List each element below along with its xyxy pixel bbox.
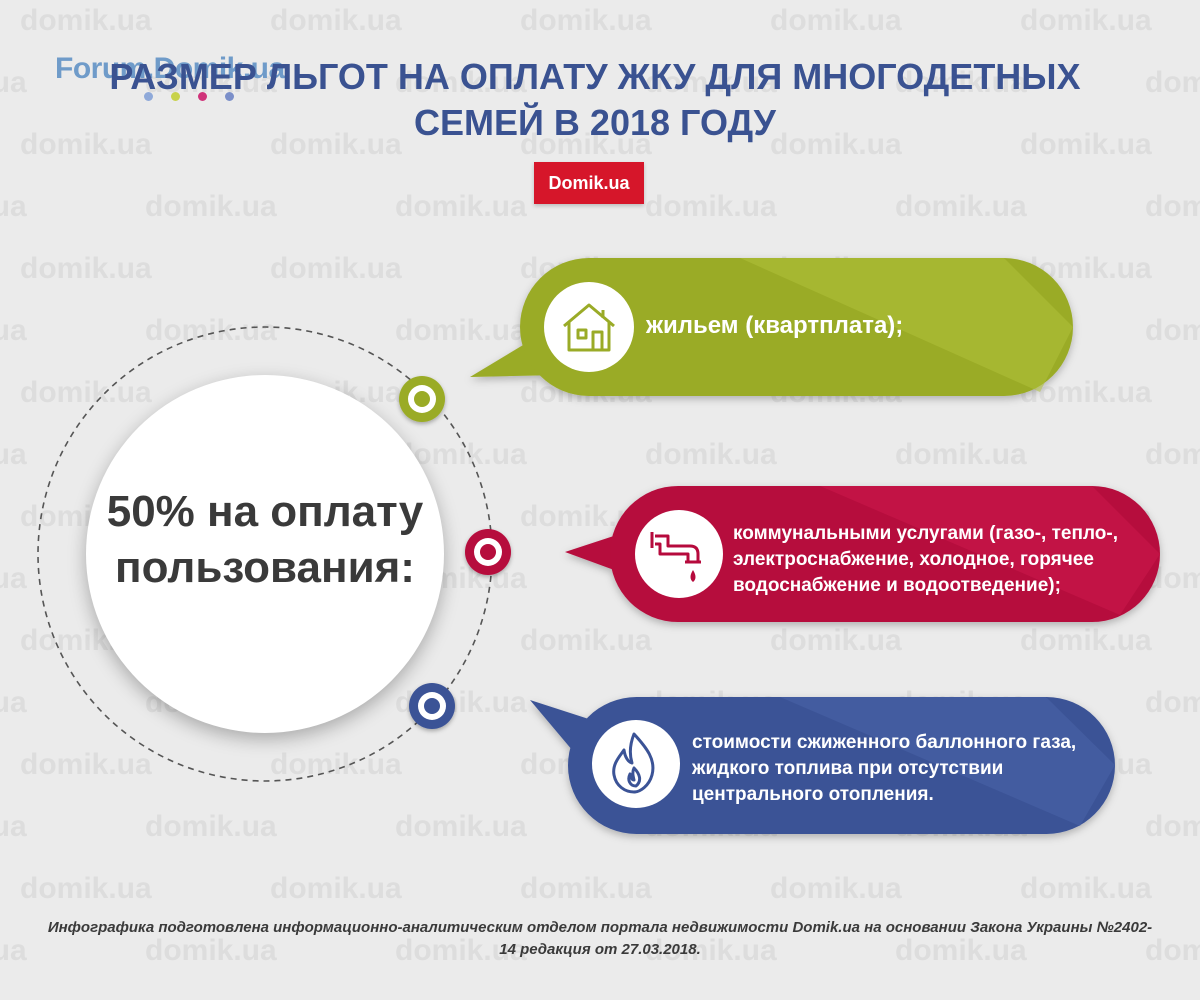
- watermark-text: domik.ua: [0, 438, 27, 471]
- watermark-text: domik.ua: [0, 810, 27, 843]
- watermark-text: domik.ua: [395, 934, 527, 967]
- forum-dot-4: [225, 92, 234, 101]
- watermark-text: domik.ua: [20, 872, 152, 905]
- marker-olive: [399, 376, 445, 422]
- watermark-text: domik.ua: [145, 66, 277, 99]
- forum-dot-3: [198, 92, 207, 101]
- marker-crimson: [465, 529, 511, 575]
- marker-navy: [409, 683, 455, 729]
- watermark-text: domik.ua: [20, 748, 152, 781]
- watermark-text: domik.ua: [20, 128, 152, 161]
- watermark-text: domik.ua: [270, 128, 402, 161]
- watermark-text: domik.ua: [895, 934, 1027, 967]
- page-title: РАЗМЕР ЛЬГОТ НА ОПЛАТУ ЖКУ ДЛЯ МНОГОДЕТН…: [109, 56, 1081, 143]
- watermark-text: domik.ua: [395, 190, 527, 223]
- watermark-text: domik.ua: [770, 872, 902, 905]
- watermark-text: domik.ua: [1145, 314, 1200, 347]
- watermark-text: domik.ua: [0, 190, 27, 223]
- bubble-housing-shade: [740, 258, 1073, 392]
- watermark-text: domik.ua: [145, 810, 277, 843]
- watermark-text: domik.ua: [0, 66, 27, 99]
- watermark-text: domik.ua: [520, 128, 652, 161]
- bubble-utilities-shade: [820, 486, 1160, 615]
- forum-dot-2: [171, 92, 180, 101]
- center-circle: 50% на оплату пользования:: [86, 375, 444, 733]
- watermark-text: domik.ua: [270, 252, 402, 285]
- watermark-text: domik.ua: [645, 190, 777, 223]
- item-utilities-text: коммунальными услугами (газо-, тепло-, э…: [733, 523, 1118, 596]
- watermark-text: domik.ua: [520, 4, 652, 37]
- watermark-text: domik.ua: [1020, 4, 1152, 37]
- watermark-text: domik.ua: [1145, 810, 1200, 843]
- watermark-text: domik.ua: [0, 314, 27, 347]
- watermark-text: domik.ua: [20, 252, 152, 285]
- watermark-text: domik.ua: [895, 190, 1027, 223]
- watermark-text: domik.ua: [1145, 686, 1200, 719]
- watermark-text: domik.ua: [1145, 66, 1200, 99]
- watermark-text: domik.ua: [770, 128, 902, 161]
- item-gas-text: стоимости сжиженного баллонного газа, жи…: [692, 732, 1077, 805]
- watermark-text: domik.ua: [1145, 438, 1200, 471]
- watermark-text: domik.ua: [145, 934, 277, 967]
- watermark-text: domik.ua: [145, 190, 277, 223]
- watermark-text: domik.ua: [1020, 128, 1152, 161]
- forum-dot-1: [144, 92, 153, 101]
- watermark-text: domik.ua: [770, 624, 902, 657]
- watermark-text: domik.ua: [270, 872, 402, 905]
- watermark-text: domik.ua: [270, 4, 402, 37]
- forum-logo-dots: [144, 88, 252, 106]
- watermark-text: domik.ua: [270, 748, 402, 781]
- icon-circle-housing: [544, 282, 634, 372]
- watermark-text: domik.ua: [520, 872, 652, 905]
- watermark-text: domik.ua: [520, 624, 652, 657]
- forum-logo: Forum.Domik.ua: [55, 52, 285, 85]
- watermark-text: domik.ua: [0, 934, 27, 967]
- watermark-text: domik.ua: [395, 314, 527, 347]
- watermark-text: domik.ua: [770, 4, 902, 37]
- watermark-text: domik.ua: [20, 4, 152, 37]
- watermark-text: domik.ua: [645, 66, 777, 99]
- watermark-text: domik.ua: [395, 810, 527, 843]
- watermark-text: domik.ua: [1020, 872, 1152, 905]
- watermark-text: domik.ua: [0, 686, 27, 719]
- watermark-text: domik.ua: [20, 376, 152, 409]
- item-housing-text: жильем (квартплата);: [646, 312, 904, 339]
- watermark-text: domik.ua: [1020, 624, 1152, 657]
- footer-credits: Инфографика подготовлена информационно-а…: [47, 919, 1153, 958]
- watermark-text: domik.ua: [1145, 190, 1200, 223]
- water-drop-icon: [690, 570, 696, 582]
- icon-circle-gas: [592, 720, 680, 808]
- house-icon: [563, 303, 615, 352]
- watermark-text: domik.ua: [145, 314, 277, 347]
- watermark-text: domik.ua: [0, 562, 27, 595]
- bubble-gas-shade: [780, 697, 1115, 826]
- watermark-text: domik.ua: [645, 934, 777, 967]
- center-text: 50% на оплату пользования:: [106, 487, 424, 592]
- watermark-text: domik.ua: [895, 66, 1027, 99]
- watermark-text: domik.ua: [1145, 934, 1200, 967]
- watermark-text: domik.ua: [395, 66, 527, 99]
- watermark-text: domik.ua: [895, 438, 1027, 471]
- pipe-icon: [650, 532, 701, 564]
- brand-badge: Domik.ua: [534, 162, 644, 204]
- watermark-text: domik.ua: [645, 438, 777, 471]
- flame-icon: [612, 732, 655, 794]
